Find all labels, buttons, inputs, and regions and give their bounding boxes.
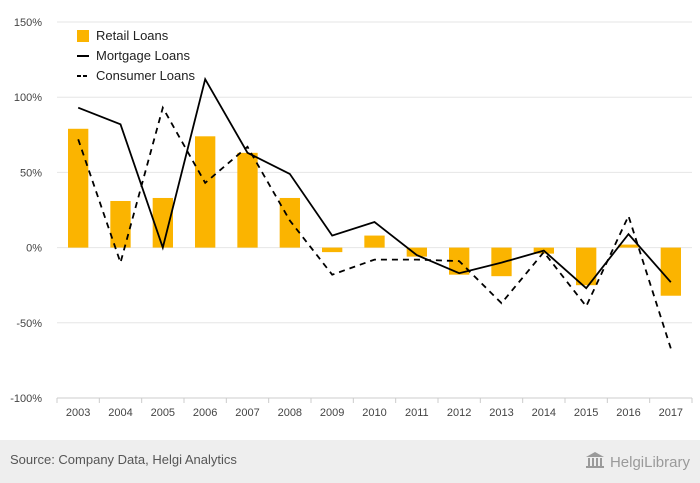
- x-tick-label: 2017: [659, 407, 683, 419]
- y-tick-label: 0%: [26, 243, 42, 255]
- y-tick-label: -100%: [10, 393, 42, 405]
- x-axis: 2003 2004 2005 2006 2007 2008 2009 2010 2011 2012…: [56, 397, 693, 419]
- bar-retail-loans: [660, 247, 681, 296]
- x-tick-label: 2014: [532, 407, 556, 419]
- line-consumer-loans: [77, 105, 672, 349]
- bar-retail-loans: [195, 136, 216, 248]
- loan-lines: [77, 76, 672, 349]
- x-tick-label: 2007: [235, 407, 259, 419]
- legend-label: Consumer Loans: [96, 68, 195, 83]
- x-tick-label: 2010: [362, 407, 386, 419]
- bar-retail-loans: [110, 200, 131, 248]
- x-tick-label: 2013: [489, 407, 513, 419]
- x-tick-label: 2015: [574, 407, 598, 419]
- line-mortgage-loans: [77, 76, 672, 290]
- legend-label: Mortgage Loans: [96, 48, 190, 63]
- y-tick-label: 150%: [14, 17, 42, 29]
- x-tick-label: 2012: [447, 407, 471, 419]
- bar-retail-loans: [237, 152, 258, 248]
- y-axis-ticks: -100% -50% 0% 50% 100% 150%: [10, 17, 42, 405]
- legend: Retail Loans Mortgage Loans Consumer Loans: [77, 28, 195, 83]
- y-tick-label: 50%: [20, 167, 42, 179]
- x-tick-label: 2016: [616, 407, 640, 419]
- x-tick-label: 2006: [193, 407, 217, 419]
- legend-swatch-bar: [77, 30, 89, 42]
- x-tick-label: 2008: [278, 407, 302, 419]
- bar-retail-loans: [279, 197, 300, 248]
- bar-retail-loans: [322, 247, 343, 253]
- library-building-icon: [585, 451, 605, 474]
- retail-loans-bars: [68, 128, 681, 296]
- bar-retail-loans: [406, 247, 427, 257]
- bar-retail-loans: [364, 235, 385, 248]
- bar-retail-loans: [68, 128, 89, 248]
- footer: Source: Company Data, Helgi Analytics He…: [0, 440, 700, 483]
- chart: -100%-50%0%50%100%150% 2003 2004 2005 2006 2…: [10, 17, 693, 419]
- x-tick-label: 2004: [108, 407, 132, 419]
- y-tick-label: 100%: [14, 92, 42, 104]
- x-tick-label: 2009: [320, 407, 344, 419]
- source-note: Source: Company Data, Helgi Analytics: [10, 452, 237, 467]
- bar-retail-loans: [576, 247, 597, 286]
- x-tick-label: 2005: [151, 407, 175, 419]
- legend-label: Retail Loans: [96, 28, 169, 43]
- bar-retail-loans: [618, 244, 639, 248]
- brand-name: HelgiLibrary: [609, 454, 690, 471]
- brand-logo: HelgiLibrary: [585, 451, 690, 474]
- y-tick-label: -50%: [16, 318, 42, 330]
- x-tick-label: 2011: [405, 407, 429, 419]
- x-tick-label: 2003: [66, 407, 90, 419]
